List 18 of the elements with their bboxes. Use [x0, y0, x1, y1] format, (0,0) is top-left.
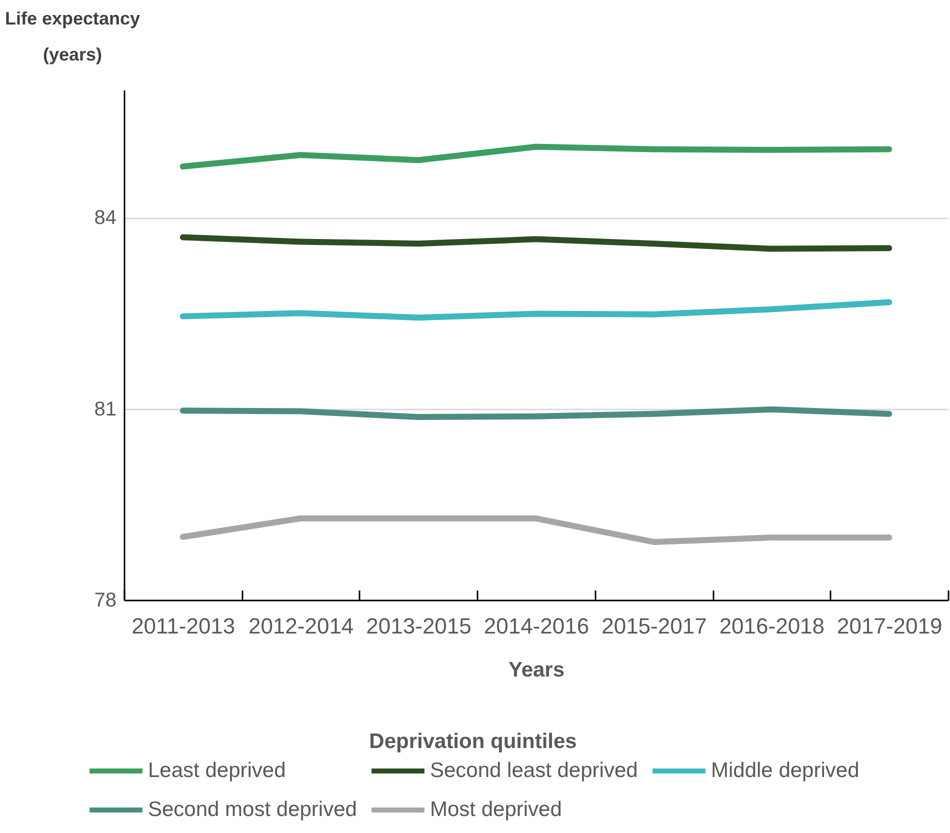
- legend-label: Most deprived: [430, 798, 562, 821]
- legend-title: Deprivation quintiles: [369, 730, 577, 753]
- x-axis-title: Years: [508, 658, 565, 682]
- legend-label: Least deprived: [148, 759, 286, 782]
- x-tick-label: 2014-2016: [484, 614, 590, 638]
- legend-label: Second most deprived: [148, 798, 357, 821]
- legend-label: Second least deprived: [430, 759, 638, 782]
- x-tick-label: 2012-2014: [248, 614, 354, 638]
- y-tick-label: 84: [94, 207, 116, 229]
- x-tick-label: 2011-2013: [132, 614, 236, 638]
- x-tick-label: 2017-2019: [837, 614, 942, 638]
- x-tick-label: 2013-2015: [366, 614, 472, 638]
- x-tick-label: 2015-2017: [602, 614, 707, 638]
- y-tick-label: 78: [94, 590, 116, 612]
- y-axis-title: Life expectancy (years): [4, 8, 140, 64]
- x-tick-label: 2016-2018: [719, 614, 825, 638]
- legend-label: Middle deprived: [711, 759, 860, 782]
- y-tick-label: 81: [94, 398, 116, 420]
